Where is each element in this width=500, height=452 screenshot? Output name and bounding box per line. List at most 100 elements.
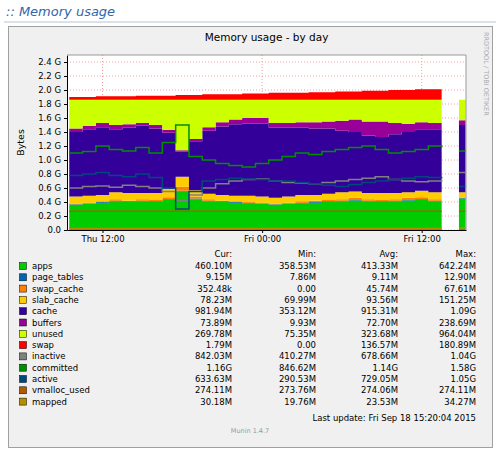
legend-label: swap_cache	[32, 284, 83, 294]
y-tick-mark	[64, 230, 67, 231]
legend-label: vmalloc_used	[32, 385, 90, 395]
stats-cell: 78.23M	[200, 295, 232, 305]
legend-swatch	[20, 285, 27, 292]
stats-cell: 1.04G	[450, 351, 476, 361]
area-cache	[69, 124, 465, 198]
page-header: :: Memory usage	[6, 4, 115, 19]
stats-cell: 67.61M	[444, 284, 476, 294]
y-tick: 1.2 G	[38, 141, 67, 151]
stats-header: Cur:	[214, 249, 232, 259]
x-tick-mark	[103, 230, 104, 233]
stats-cell: 642.24M	[439, 261, 476, 271]
y-tick-label: 1.4 G	[38, 127, 61, 137]
legend-label: slab_cache	[32, 295, 79, 305]
stats-cell: 45.74M	[366, 284, 398, 294]
x-tick: Thu 12:00	[80, 230, 124, 244]
stats-cell: 915.31M	[361, 306, 398, 316]
y-tick-mark	[64, 104, 67, 105]
stats-cell: 151.25M	[439, 295, 476, 305]
y-tick: 1.0 G	[38, 155, 67, 165]
legend: Cur:Min:Avg:Max:apps460.10M358.53M413.33…	[20, 249, 477, 407]
y-tick-mark	[64, 160, 67, 161]
y-tick-label: 1.0 G	[38, 155, 61, 165]
plot-background	[67, 55, 466, 230]
stats-header: Min:	[298, 249, 316, 259]
legend-swatch	[20, 376, 27, 383]
grid	[67, 55, 466, 230]
y-tick: 0.2 G	[38, 211, 67, 221]
stats-cell: 34.27M	[444, 397, 476, 407]
stats-cell: 1.16G	[206, 363, 232, 373]
stats-cell: 1.79M	[206, 340, 232, 350]
line-mapped	[69, 227, 465, 229]
y-tick-label: 0.6 G	[38, 183, 61, 193]
y-tick: 0.6 G	[38, 183, 67, 193]
y-axis-line	[67, 56, 68, 231]
x-tick-label: Fri 00:00	[244, 234, 281, 244]
legend-swatch	[20, 342, 27, 349]
stats-cell: 19.76M	[284, 397, 316, 407]
y-tick-mark	[64, 118, 67, 119]
grid-line-y	[67, 62, 466, 63]
stats-cell: 180.89M	[439, 340, 476, 350]
y-tick-label: 2.2 G	[38, 71, 61, 81]
legend-swatch	[20, 274, 27, 281]
legend-label: page_tables	[32, 272, 84, 282]
stats-cell: 93.56M	[366, 295, 398, 305]
stats-cell: 353.12M	[279, 306, 316, 316]
stats-cell: 729.05M	[361, 374, 398, 384]
y-tick-mark	[64, 90, 67, 91]
y-tick: 0.4 G	[38, 197, 67, 207]
stats-cell: 1.14G	[372, 363, 398, 373]
y-axis-title: Bytes	[15, 129, 26, 156]
legend-swatch	[20, 330, 27, 337]
legend-label: unused	[32, 329, 63, 339]
chart-root: :: Memory usageMemory usage - by dayByte…	[0, 0, 500, 452]
legend-swatch	[20, 319, 27, 326]
y-tick-label: 2.0 G	[38, 85, 61, 95]
y-tick-mark	[64, 216, 67, 217]
footer: Last update: Fri Sep 18 15:20:04 2015	[312, 413, 476, 423]
y-tick-label: 1.8 G	[38, 99, 61, 109]
area-swap	[69, 89, 465, 100]
stats-cell: 9.93M	[290, 318, 316, 328]
legend-swatch	[20, 387, 27, 394]
line-vmalloc_used	[69, 210, 465, 212]
x-axis: Thu 12:00 Fri 00:00 Fri 12:00	[68, 230, 467, 244]
plot-frame-top	[67, 55, 466, 56]
legend-label: inactive	[32, 351, 66, 361]
stats-cell: 12.90M	[444, 272, 476, 282]
marks	[69, 89, 465, 230]
y-tick: 2.4 G	[38, 57, 67, 67]
stats-cell: 274.06M	[361, 385, 398, 395]
legend-label: committed	[32, 363, 78, 373]
y-tick-mark	[64, 132, 67, 133]
y-tick: 2.2 G	[38, 71, 67, 81]
header-rule	[4, 22, 496, 23]
legend-swatch	[20, 398, 27, 405]
stats-cell: 633.63M	[195, 374, 232, 384]
legend-swatch	[20, 296, 27, 303]
stats-cell: 30.18M	[200, 397, 232, 407]
legend-label: buffers	[32, 318, 62, 328]
stats-cell: 9.11M	[372, 272, 398, 282]
y-tick: 1.4 G	[38, 127, 67, 137]
area-unused	[69, 100, 465, 150]
y-tick: 2.0 G	[38, 85, 67, 95]
y-tick: 1.8 G	[38, 99, 67, 109]
stats-cell: 352.48k	[197, 284, 232, 294]
version: Munin 1.4.7	[231, 427, 269, 435]
stats-cell: 846.62M	[279, 363, 316, 373]
stats-header: Avg:	[379, 249, 398, 259]
y-axis: 0.00.2 G0.4 G0.6 G0.8 G1.0 G1.2 G1.4 G1.…	[38, 56, 67, 236]
stats-cell: 273.76M	[279, 385, 316, 395]
legend-swatch	[20, 364, 27, 371]
x-tick-label: Fri 12:00	[404, 234, 441, 244]
stats-header: Max:	[456, 249, 476, 259]
watermark: RRDTOOL / TOBI OETIKER	[482, 32, 490, 116]
y-tick-mark	[64, 174, 67, 175]
stats-cell: 0.00	[297, 340, 316, 350]
stats-cell: 73.89M	[200, 318, 232, 328]
legend-label: apps	[32, 261, 53, 271]
stats-cell: 460.10M	[195, 261, 232, 271]
